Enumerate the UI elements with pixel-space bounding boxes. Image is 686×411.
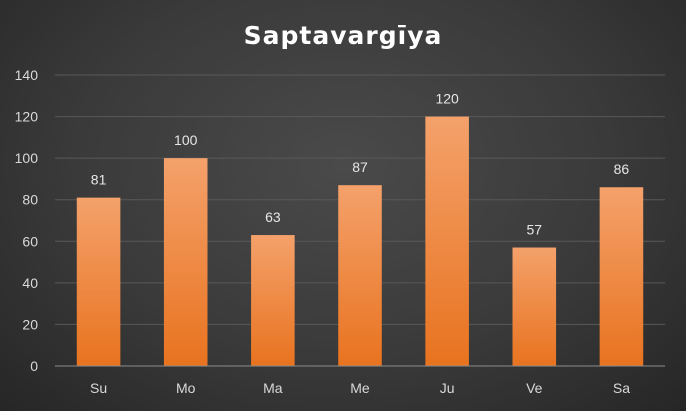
y-tick-label: 60	[22, 233, 38, 249]
x-tick-label-ju: Ju	[440, 380, 455, 396]
data-label-me: 87	[352, 159, 368, 175]
bars	[76, 116, 644, 366]
data-label-ju: 120	[435, 91, 459, 107]
x-tick-label-ve: Ve	[526, 380, 543, 396]
bar-me	[338, 185, 382, 366]
bar-mo	[163, 158, 208, 366]
data-label-ve: 57	[526, 222, 542, 238]
chart-title: Saptavargīya	[244, 21, 443, 50]
y-tick-label: 140	[15, 67, 39, 83]
y-tick-label: 120	[15, 109, 39, 125]
data-label-mo: 100	[174, 132, 198, 148]
x-tick-label-su: Su	[90, 380, 107, 396]
y-tick-label: 40	[22, 275, 38, 291]
data-label-ma: 63	[265, 209, 281, 225]
data-labels: 81 100 63 87 120 57 86	[91, 91, 630, 238]
y-tick-label: 0	[30, 358, 38, 374]
y-tick-label: 100	[15, 150, 39, 166]
y-tick-label: 80	[22, 192, 38, 208]
x-tick-label-me: Me	[350, 380, 370, 396]
bar-ma	[251, 235, 295, 366]
x-tick-label-sa: Sa	[613, 380, 630, 396]
x-tick-label-mo: Mo	[176, 380, 196, 396]
bar-sa	[599, 187, 644, 366]
bar-ju	[425, 116, 469, 366]
data-label-su: 81	[91, 172, 107, 188]
x-tick-label-ma: Ma	[263, 380, 283, 396]
data-label-sa: 86	[614, 161, 630, 177]
y-tick-label: 20	[22, 316, 38, 332]
bar-su	[76, 197, 121, 366]
x-axis-ticks: Su Mo Ma Me Ju Ve Sa	[90, 380, 630, 396]
bar-ve	[512, 247, 557, 366]
y-axis-ticks: 0 20 40 60 80 100 120 140	[15, 67, 39, 374]
